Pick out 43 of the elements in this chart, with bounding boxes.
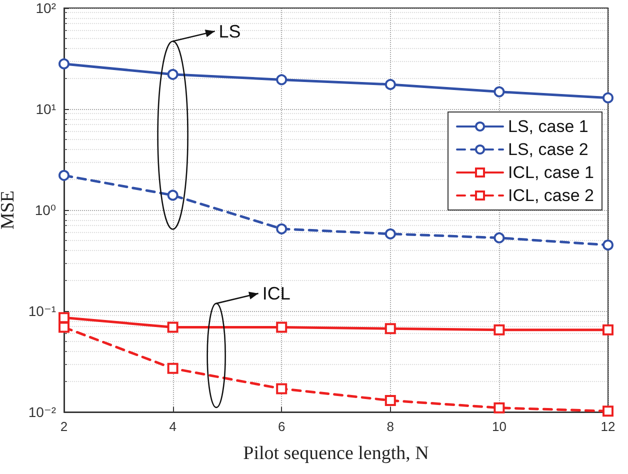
point: [276, 223, 288, 234]
legend-label: ICL, case 2: [508, 186, 594, 205]
point: [602, 324, 614, 336]
x-tick-label: 2: [60, 419, 68, 434]
point: [167, 362, 178, 374]
point: [58, 322, 70, 333]
y-tick-label: 10⁰: [34, 202, 56, 218]
annotation: LS: [218, 21, 241, 42]
point: [58, 58, 70, 70]
point: [602, 406, 614, 417]
point: [602, 92, 614, 104]
point: [58, 170, 70, 181]
point: [494, 86, 505, 98]
x-axis-title: Pilot sequence length, N: [243, 443, 430, 464]
point: [276, 322, 288, 333]
legend-label: ICL, case 1: [508, 163, 594, 182]
point: [167, 322, 178, 333]
x-tick-label: 8: [386, 419, 394, 434]
point: [167, 68, 178, 80]
point: [384, 394, 396, 406]
legend-label: LS, case 1: [508, 117, 588, 136]
legend-label: LS, case 2: [508, 140, 588, 159]
point: [384, 78, 396, 90]
x-tick-label: 4: [169, 419, 176, 434]
point: [58, 312, 70, 324]
point: [384, 323, 396, 334]
point: [167, 190, 178, 201]
x-tick-label: 12: [600, 419, 616, 434]
y-tick-label: 10⁻¹: [28, 303, 56, 319]
annotation: ICL: [262, 283, 290, 304]
point: [384, 228, 396, 240]
y-tick-label: 10¹: [36, 101, 56, 117]
y-axis-title: MSE: [0, 190, 18, 230]
x-tick-label: 10: [492, 419, 506, 434]
point: [494, 324, 505, 336]
point: [602, 240, 614, 251]
point: [276, 74, 288, 86]
x-tick-label: 6: [278, 419, 286, 434]
point: [494, 402, 505, 414]
point: [276, 383, 288, 394]
y-tick-label: 10⁻²: [28, 404, 56, 420]
point: [494, 232, 505, 244]
y-tick-label: 10²: [36, 0, 56, 16]
